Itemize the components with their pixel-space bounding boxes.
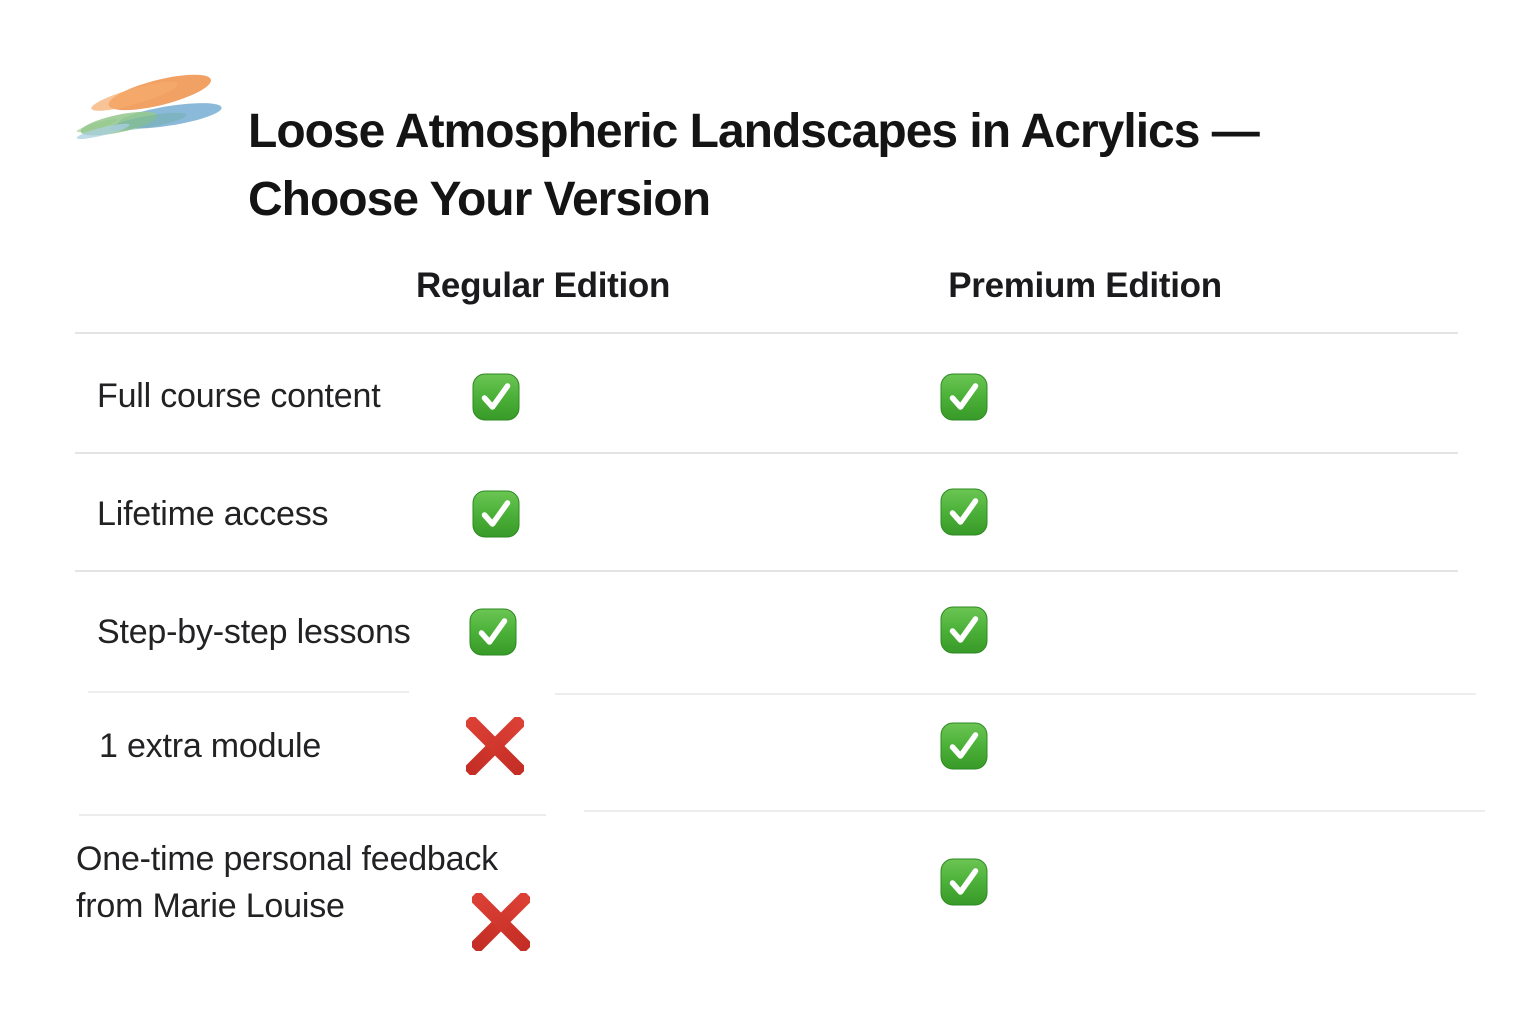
- status-icon-premium: [940, 722, 988, 770]
- check-icon: [940, 606, 988, 654]
- watercolor-brushstroke-logo-icon: [76, 74, 222, 140]
- page-title-line-1: Loose Atmospheric Landscapes in Acrylics…: [248, 105, 1260, 159]
- divider: [79, 814, 546, 816]
- status-icon-premium: [940, 858, 988, 906]
- page-title: Loose Atmospheric Landscapes in Acrylics…: [248, 98, 1398, 234]
- cross-icon: [466, 717, 524, 775]
- divider: [88, 691, 409, 693]
- column-header-premium-edition: Premium Edition: [948, 266, 1222, 305]
- cross-icon: [472, 893, 530, 951]
- feature-label: One-time personal feedback from Marie Lo…: [76, 840, 498, 925]
- check-icon: [472, 373, 520, 421]
- feature-label: Step-by-step lessons: [97, 613, 411, 651]
- check-icon: [469, 608, 517, 656]
- status-icon-regular: [466, 717, 524, 775]
- status-icon-premium: [940, 488, 988, 536]
- check-icon: [940, 373, 988, 421]
- feature-label: 1 extra module: [99, 727, 322, 765]
- feature-label: Lifetime access: [97, 495, 329, 533]
- feature-label: Full course content: [97, 377, 381, 415]
- check-icon: [940, 858, 988, 906]
- divider: [75, 570, 1458, 572]
- check-icon: [940, 488, 988, 536]
- divider: [555, 693, 1476, 695]
- status-icon-premium: [940, 373, 988, 421]
- divider: [75, 452, 1458, 454]
- check-icon: [940, 722, 988, 770]
- status-icon-regular: [472, 490, 520, 538]
- divider: [584, 810, 1485, 812]
- divider: [75, 332, 1458, 334]
- status-icon-regular: [469, 608, 517, 656]
- status-icon-regular: [472, 893, 530, 951]
- column-header-regular-edition: Regular Edition: [415, 266, 671, 305]
- status-icon-regular: [472, 373, 520, 421]
- page-title-line-2: Choose Your Version: [248, 173, 711, 227]
- check-icon: [472, 490, 520, 538]
- status-icon-premium: [940, 606, 988, 654]
